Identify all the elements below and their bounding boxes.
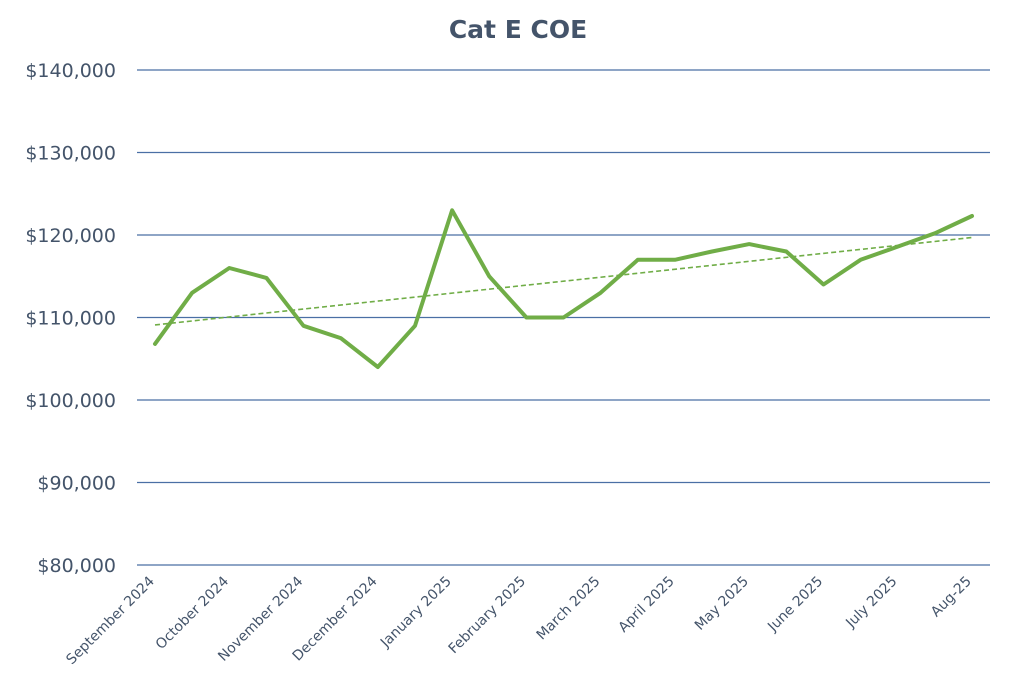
chart-title: Cat E COE xyxy=(449,15,587,44)
gridlines xyxy=(137,69,990,566)
x-tick-label: February 2025 xyxy=(446,574,530,658)
y-tick-label: $80,000 xyxy=(37,555,116,577)
x-tick-label: May 2025 xyxy=(692,574,752,634)
trendline xyxy=(154,236,973,326)
x-tick-label: Aug-25 xyxy=(928,574,975,621)
y-tick-label: $90,000 xyxy=(37,473,116,495)
y-tick-label: $110,000 xyxy=(25,308,116,330)
x-tick-label: March 2025 xyxy=(534,574,604,644)
x-tick-label: October 2024 xyxy=(153,573,232,652)
y-tick-label: $120,000 xyxy=(25,225,116,247)
x-tick-label: July 2025 xyxy=(842,574,900,632)
x-tick-label: April 2025 xyxy=(615,574,677,636)
y-tick-label: $130,000 xyxy=(25,143,116,165)
x-tick-label: September 2024 xyxy=(63,573,157,667)
y-tick-label: $140,000 xyxy=(25,60,116,82)
y-tick-label: $100,000 xyxy=(25,390,116,412)
x-tick-label: January 2025 xyxy=(377,574,455,652)
x-tick-label: June 2025 xyxy=(764,574,826,636)
trendline-layer xyxy=(154,236,973,326)
y-axis-ticks: $80,000 $90,000 $100,000 $110,000 $120,000 $1… xyxy=(25,60,116,577)
series-layer xyxy=(153,208,974,369)
series-line-0 xyxy=(153,208,974,369)
